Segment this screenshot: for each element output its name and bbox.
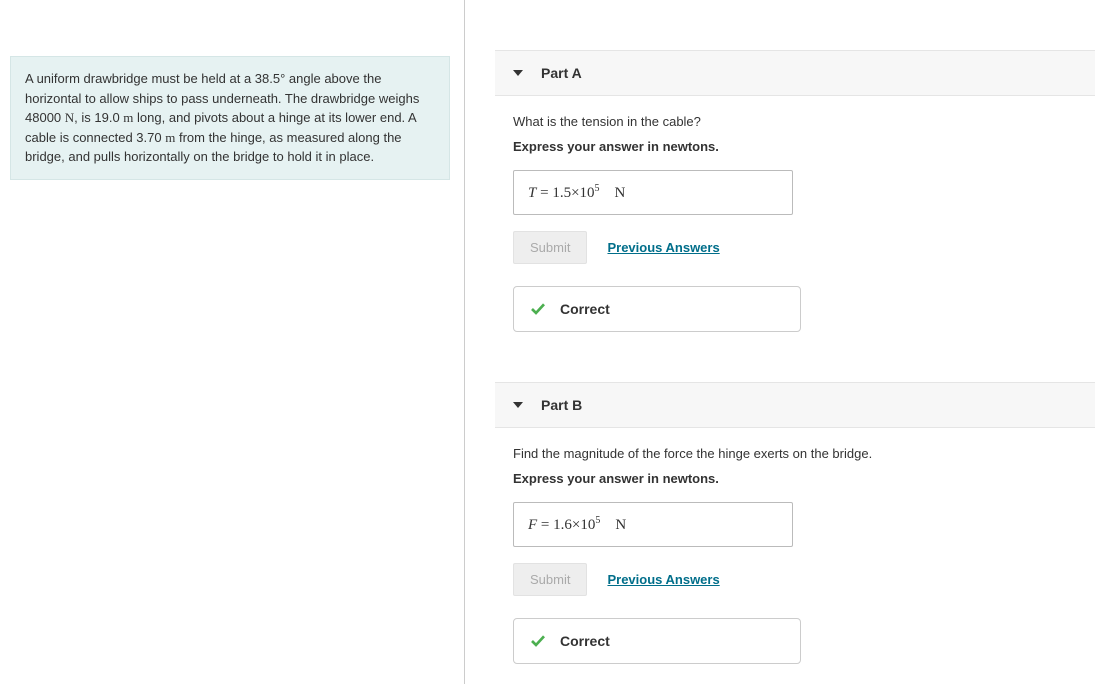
part-b-answer-exp: 5 [595,515,600,526]
part-b-feedback: Correct [513,618,801,664]
part-a-answer-value: 1.5×10 [552,185,594,201]
part-a-answer-var: T [528,185,536,201]
part-a-feedback: Correct [513,286,801,332]
check-icon [530,301,546,317]
submit-button: Submit [513,563,587,596]
part-b: Part B Find the magnitude of the force t… [495,382,1095,664]
submit-button: Submit [513,231,587,264]
previous-answers-link[interactable]: Previous Answers [607,572,719,587]
previous-answers-link[interactable]: Previous Answers [607,240,719,255]
part-b-answer-var: F [528,517,537,533]
part-a-header[interactable]: Part A [495,50,1095,96]
part-b-body: Find the magnitude of the force the hing… [495,428,1095,664]
part-b-question: Find the magnitude of the force the hing… [513,446,1077,461]
problem-unit-2: m [123,110,133,125]
check-icon [530,633,546,649]
part-b-answer-value: 1.6×10 [553,517,595,533]
part-b-header[interactable]: Part B [495,382,1095,428]
right-pane: Part A What is the tension in the cable?… [465,0,1095,684]
left-pane: A uniform drawbridge must be held at a 3… [0,0,465,684]
part-a-answer-exp: 5 [595,183,600,194]
problem-unit-3: m [165,130,175,145]
part-a-feedback-text: Correct [560,301,610,317]
problem-statement: A uniform drawbridge must be held at a 3… [10,56,450,180]
problem-text-mid1: , is 19.0 [74,110,123,125]
part-a-answer-box: T = 1.5×105 N [513,170,793,215]
unit-space [604,517,612,533]
part-a-body: What is the tension in the cable? Expres… [495,96,1095,332]
part-b-title: Part B [541,397,582,413]
part-a: Part A What is the tension in the cable?… [495,50,1095,332]
caret-down-icon [513,402,523,408]
caret-down-icon [513,70,523,76]
part-a-question: What is the tension in the cable? [513,114,1077,129]
equals-sign: = [541,517,553,533]
equals-sign: = [540,185,552,201]
part-a-button-row: Submit Previous Answers [513,231,1077,264]
unit-space [603,185,611,201]
problem-unit-1: N [65,110,74,125]
part-b-button-row: Submit Previous Answers [513,563,1077,596]
part-b-instruction: Express your answer in newtons. [513,471,1077,486]
part-b-feedback-text: Correct [560,633,610,649]
part-b-answer-box: F = 1.6×105 N [513,502,793,547]
part-a-answer-unit: N [615,185,626,201]
main-container: A uniform drawbridge must be held at a 3… [0,0,1095,684]
part-a-instruction: Express your answer in newtons. [513,139,1077,154]
part-b-answer-unit: N [615,517,626,533]
part-a-title: Part A [541,65,582,81]
